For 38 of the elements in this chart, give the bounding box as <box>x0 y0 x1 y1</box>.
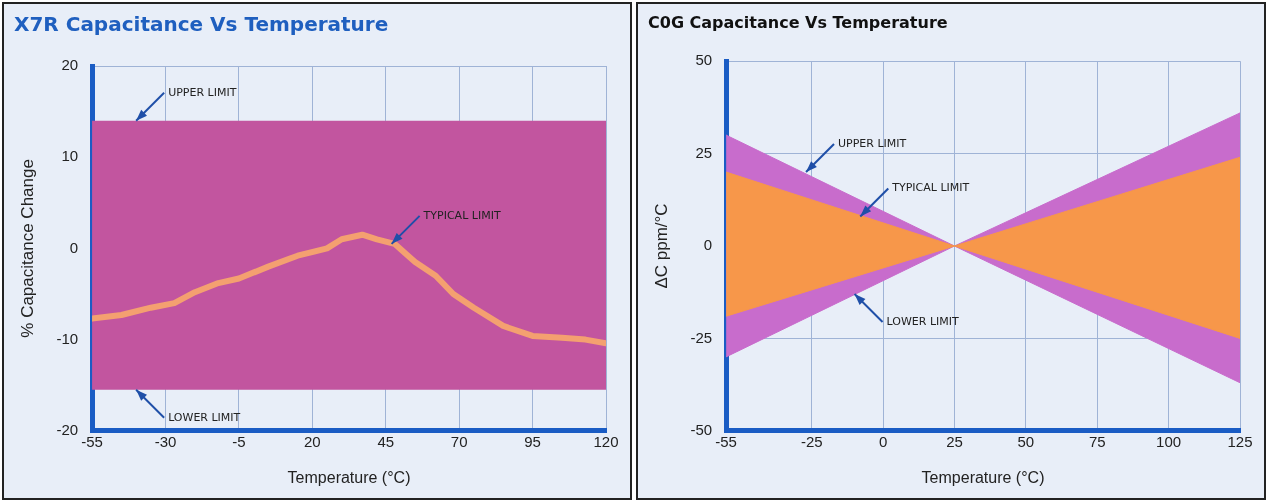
y-axis-title: % Capacitance Change <box>17 159 37 338</box>
x-axis-title: Temperature (°C) <box>287 468 411 486</box>
x-tick-label: 20 <box>303 432 321 450</box>
y-tick-label: 25 <box>695 143 713 161</box>
annotation: TYPICAL LIMIT <box>422 208 501 222</box>
chart-title: X7R Capacitance Vs Temperature <box>14 12 389 37</box>
y-tick-label: -25 <box>690 328 713 346</box>
x-axis-title: Temperature (°C) <box>921 468 1045 486</box>
x-tick-label: 70 <box>450 432 468 450</box>
annotation: UPPER LIMIT <box>168 85 237 99</box>
y-tick-label: 0 <box>69 238 79 256</box>
x-tick-label: 125 <box>1227 432 1253 450</box>
annotation: UPPER LIMIT <box>838 136 907 150</box>
x-tick-label: 45 <box>377 432 395 450</box>
x-tick-label: 120 <box>593 432 619 450</box>
x-tick-label: 25 <box>946 432 963 450</box>
x-tick-label: 95 <box>524 432 541 450</box>
x-tick-label: -55 <box>715 432 737 450</box>
annotation: TYPICAL LIMIT <box>891 181 970 195</box>
annotation: LOWER LIMIT <box>886 314 960 328</box>
x-tick-label: 100 <box>1156 432 1182 450</box>
y-tick-label: -50 <box>690 420 713 438</box>
y-axis-title: ΔC ppm/°C <box>651 203 671 289</box>
y-tick-label: -10 <box>56 329 79 347</box>
x-tick-label: 75 <box>1088 432 1106 450</box>
x-tick-label: -5 <box>232 432 246 450</box>
annotation: LOWER LIMIT <box>168 410 241 424</box>
x-tick-label: -25 <box>800 432 823 450</box>
chart-title: C0G Capacitance Vs Temperature <box>648 12 948 32</box>
y-tick-label: 50 <box>695 51 713 69</box>
y-tick-label: 0 <box>703 236 713 254</box>
x-tick-label: -30 <box>154 432 177 450</box>
x-tick-label: 0 <box>878 432 888 450</box>
y-tick-label: 20 <box>61 56 79 74</box>
x-tick-label: -55 <box>81 432 103 450</box>
y-tick-label: -20 <box>56 420 79 438</box>
x-tick-label: 50 <box>1017 432 1035 450</box>
y-tick-label: 10 <box>61 147 79 165</box>
